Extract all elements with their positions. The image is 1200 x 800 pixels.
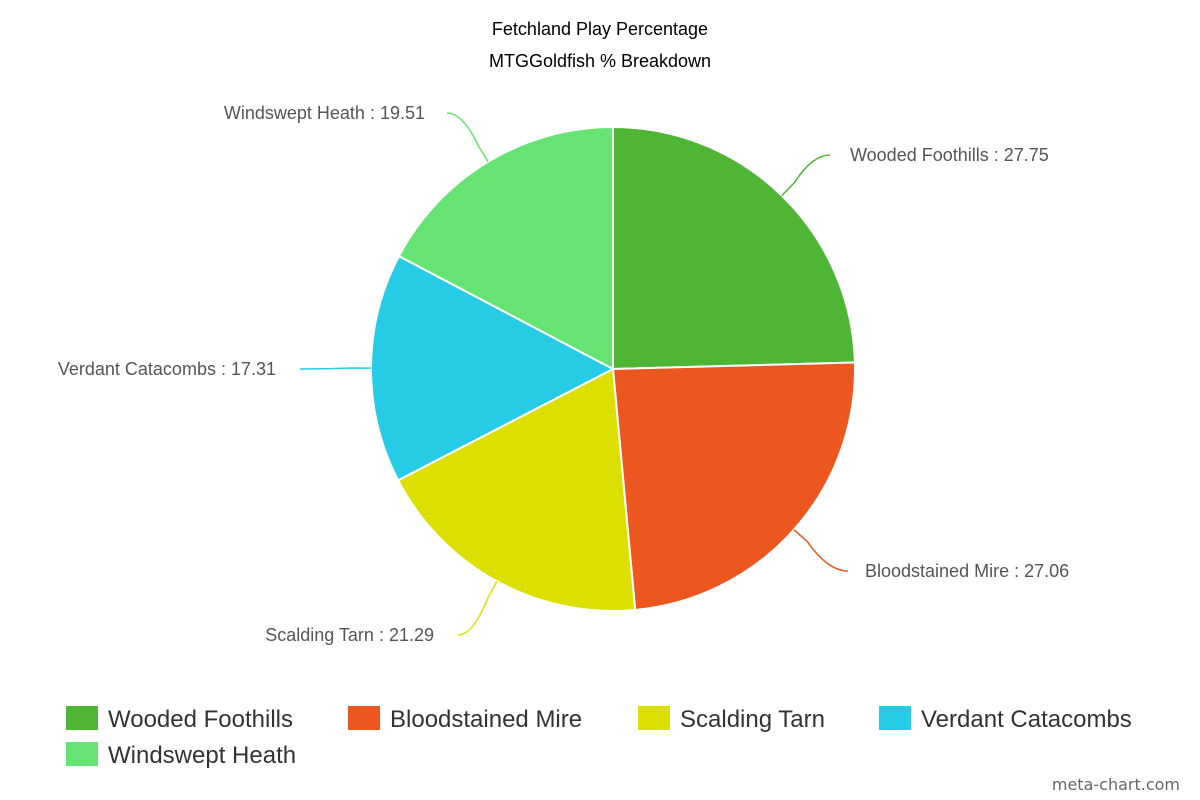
- slice-label-verdant-catacombs: Verdant Catacombs : 17.31: [58, 359, 276, 379]
- pie-slice-wooded-foothills: [612, 126, 856, 370]
- legend-swatch-scalding-tarn: [638, 706, 670, 730]
- legend-label-scalding-tarn: Scalding Tarn: [680, 706, 825, 733]
- callout-line-bloodstained-mire: [793, 529, 849, 572]
- pie-slice-verdant-catacombs: [370, 255, 614, 482]
- pie-slice-bloodstained-mire: [612, 361, 856, 611]
- callout-line-verdant-catacombs: [299, 367, 372, 370]
- legend-item-wooded-foothills[interactable]: Wooded Foothills: [66, 706, 293, 733]
- slice-callouts: Wooded Foothills : 27.75 Bloodstained Mir…: [58, 103, 1069, 645]
- legend-label-windswept-heath: Windswept Heath: [108, 742, 296, 769]
- slice-label-bloodstained-mire: Bloodstained Mire : 27.06: [865, 561, 1069, 581]
- watermark-text: meta-chart.com: [1052, 775, 1180, 794]
- legend-label-bloodstained-mire: Bloodstained Mire: [390, 706, 582, 733]
- chart-subtitle: MTGGoldfish % Breakdown: [489, 51, 711, 71]
- legend-swatch-windswept-heath: [66, 742, 98, 766]
- chart-legend: Wooded Foothills Bloodstained Mire Scaldin…: [66, 706, 1132, 769]
- pie-slices: [370, 126, 856, 612]
- legend-swatch-wooded-foothills: [66, 706, 98, 730]
- legend-item-verdant-catacombs[interactable]: Verdant Catacombs: [879, 706, 1132, 733]
- legend-swatch-bloodstained-mire: [348, 706, 380, 730]
- callout-line-windswept-heath: [446, 112, 489, 163]
- callout-line-scalding-tarn: [457, 580, 498, 636]
- slice-label-wooded-foothills: Wooded Foothills : 27.75: [850, 145, 1049, 165]
- legend-item-bloodstained-mire[interactable]: Bloodstained Mire: [348, 706, 582, 733]
- legend-swatch-verdant-catacombs: [879, 706, 911, 730]
- callout-line-wooded-foothills: [781, 154, 831, 197]
- legend-item-windswept-heath[interactable]: Windswept Heath: [66, 742, 296, 769]
- slice-label-windswept-heath: Windswept Heath : 19.51: [224, 103, 425, 123]
- slice-label-scalding-tarn: Scalding Tarn : 21.29: [265, 625, 434, 645]
- legend-label-wooded-foothills: Wooded Foothills: [108, 706, 293, 733]
- pie-slice-windswept-heath: [397, 126, 614, 370]
- legend-item-scalding-tarn[interactable]: Scalding Tarn: [638, 706, 825, 733]
- chart-title: Fetchland Play Percentage: [492, 19, 708, 39]
- legend-label-verdant-catacombs: Verdant Catacombs: [921, 706, 1132, 733]
- pie-slice-scalding-tarn: [397, 368, 637, 612]
